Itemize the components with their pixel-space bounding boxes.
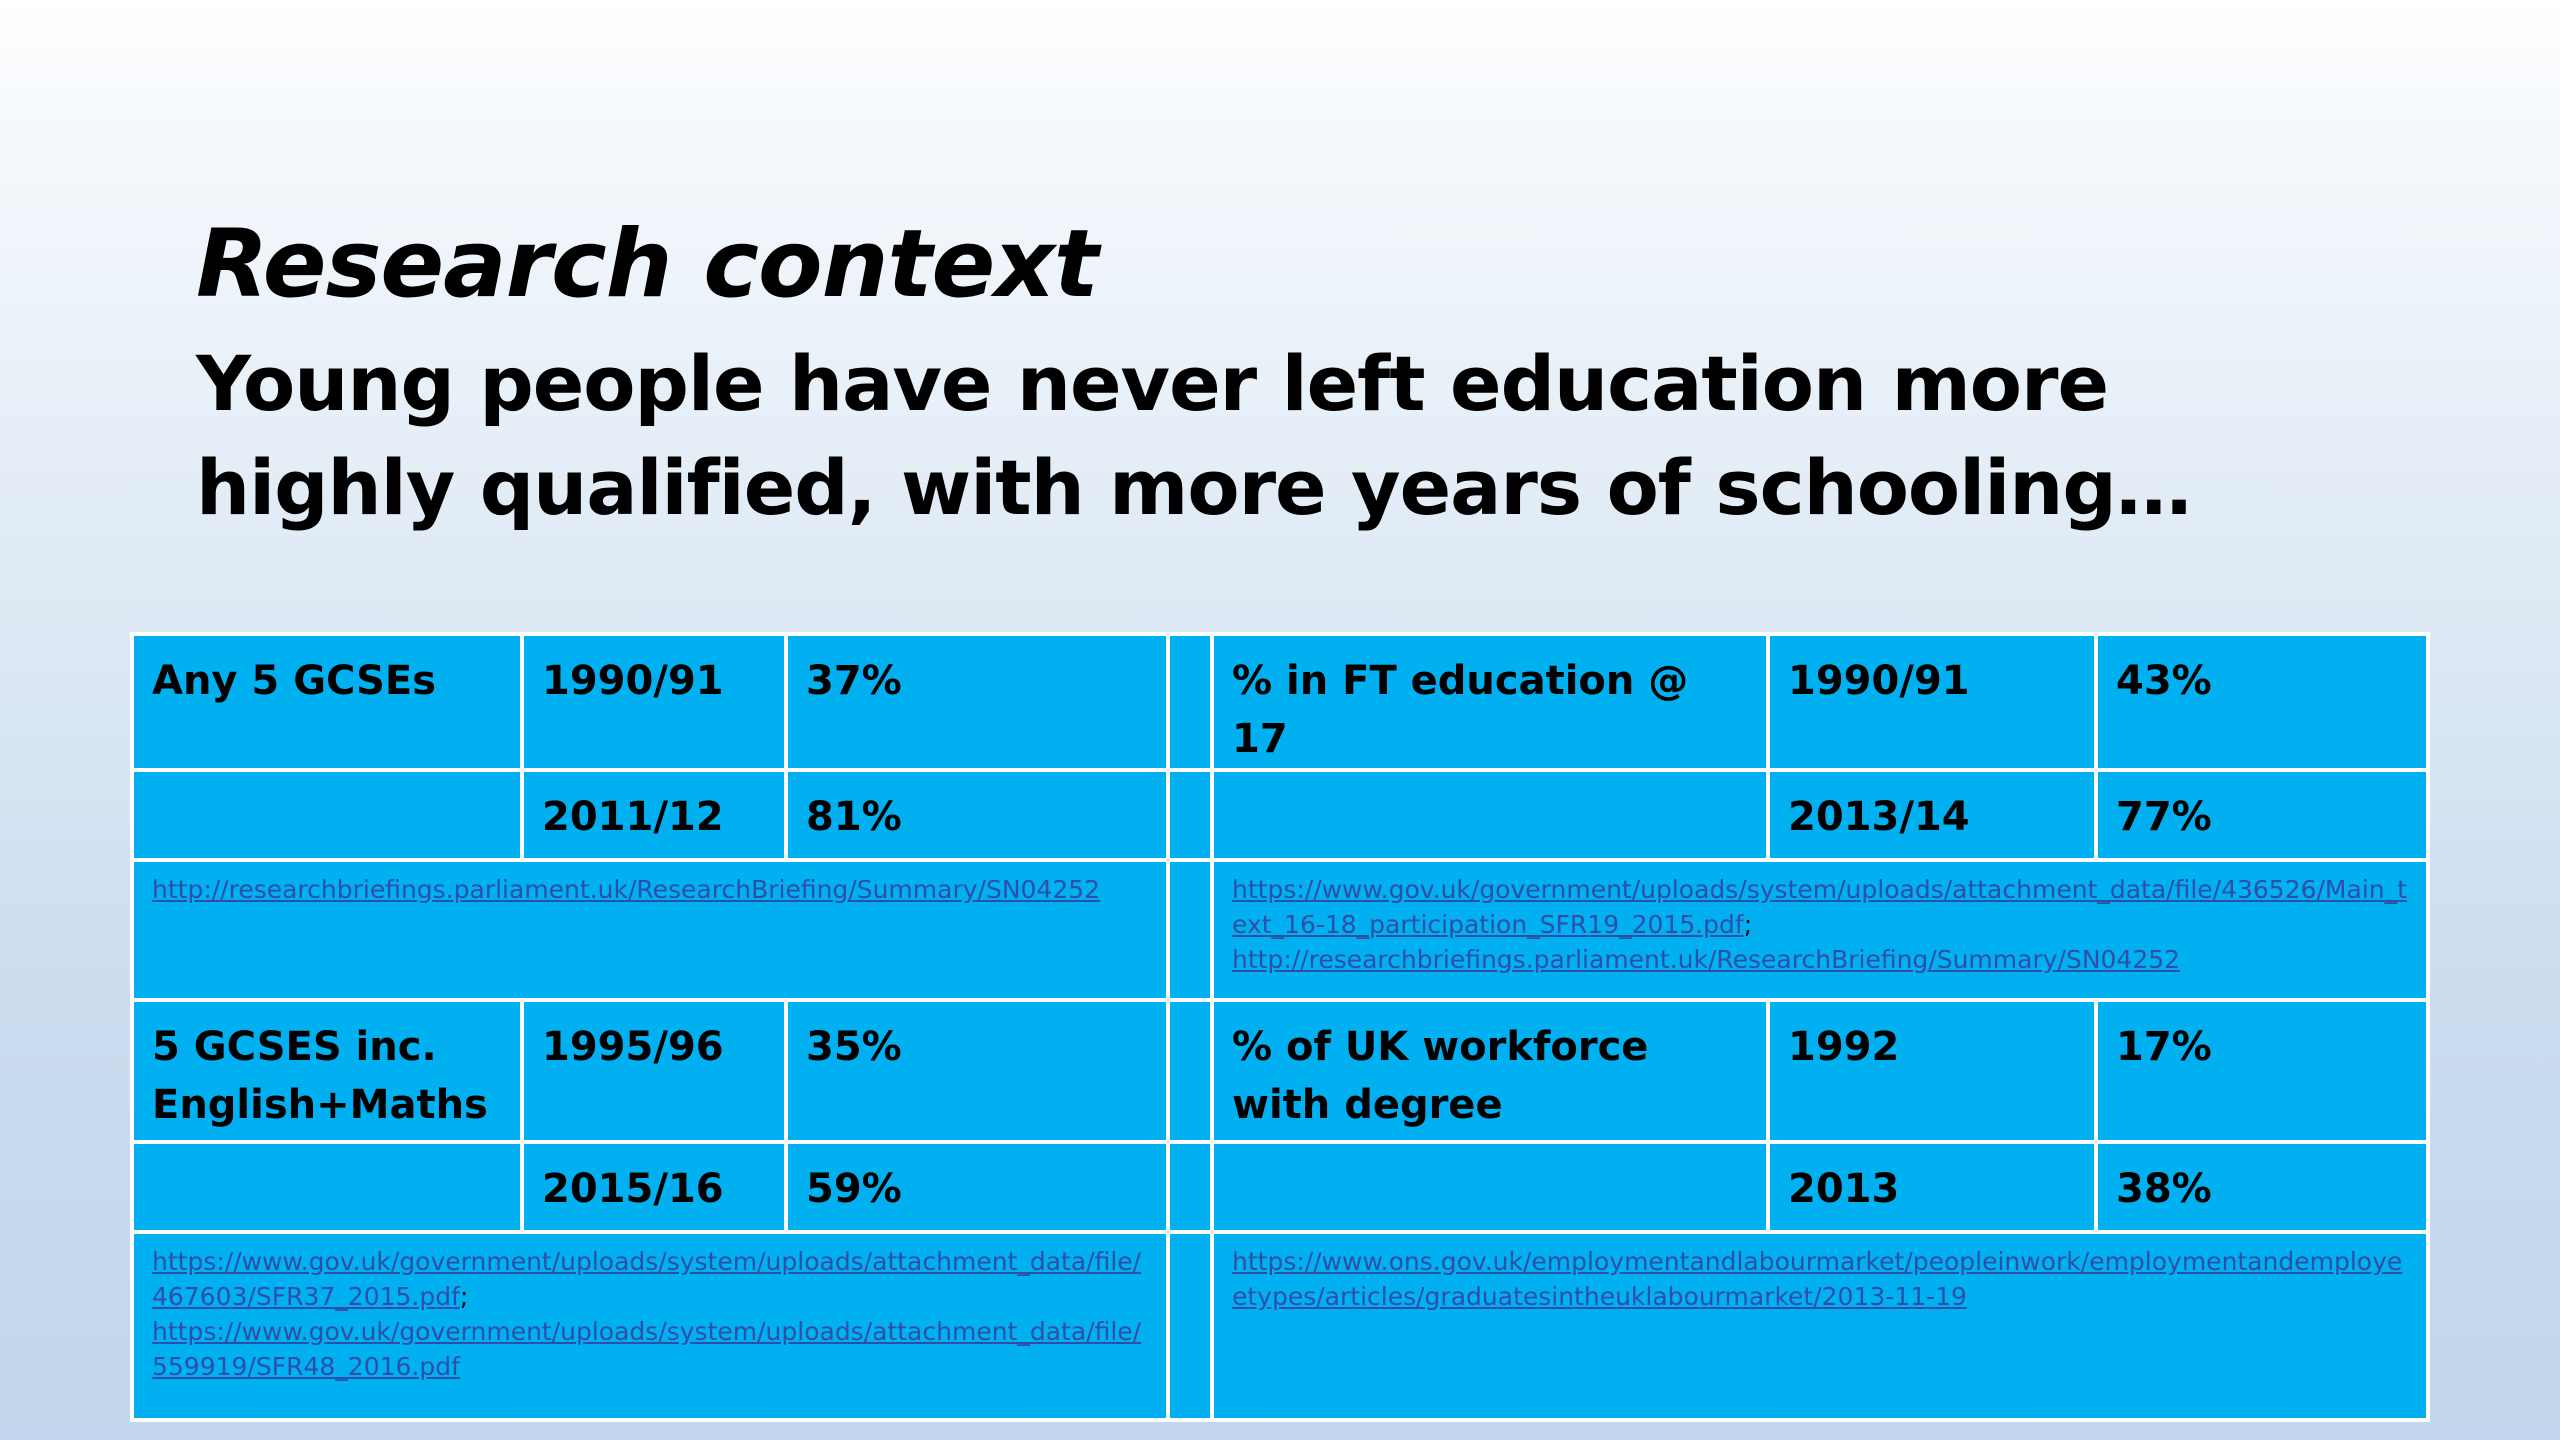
degree-workforce-label: % of UK workforce with degree [1210, 998, 1770, 1144]
table-row: Any 5 GCSEs 1990/91 37% % in FT educatio… [130, 632, 2430, 772]
gcse-eng-maths-year-2: 2015/16 [520, 1140, 788, 1234]
gcse5-sources: http://researchbriefings.parliament.uk/R… [130, 858, 1170, 1002]
source-link[interactable]: http://researchbriefings.parliament.uk/R… [152, 875, 1101, 904]
ft-education-label: % in FT education @ 17 [1210, 632, 1770, 772]
degree-workforce-value-1: 17% [2094, 998, 2430, 1144]
slide-title: Research context [196, 210, 1099, 319]
table-row: 5 GCSES inc. English+Maths 1995/96 35% %… [130, 998, 2430, 1144]
ft-education-value-1: 43% [2094, 632, 2430, 772]
table-row: 2015/16 59% 2013 38% [130, 1140, 2430, 1234]
statistics-table: Any 5 GCSEs 1990/91 37% % in FT educatio… [130, 632, 2430, 1422]
column-gap [1166, 768, 1214, 862]
sources-row: http://researchbriefings.parliament.uk/R… [130, 858, 2430, 1002]
gcse-eng-maths-sources: https://www.gov.uk/government/uploads/sy… [130, 1230, 1170, 1422]
empty-cell [1210, 768, 1770, 862]
source-link[interactable]: https://www.gov.uk/government/uploads/sy… [1232, 875, 2407, 939]
ft-education-year-1: 1990/91 [1766, 632, 2098, 772]
degree-workforce-year-1: 1992 [1766, 998, 2098, 1144]
column-gap [1166, 1140, 1214, 1234]
gcse-eng-maths-year-1: 1995/96 [520, 998, 788, 1144]
sources-row: https://www.gov.uk/government/uploads/sy… [130, 1230, 2430, 1422]
degree-workforce-sources: https://www.ons.gov.uk/employmentandlabo… [1210, 1230, 2430, 1422]
empty-cell [1210, 1140, 1770, 1234]
gcse5-label: Any 5 GCSEs [130, 632, 524, 772]
empty-cell [130, 1140, 524, 1234]
ft-education-sources: https://www.gov.uk/government/uploads/sy… [1210, 858, 2430, 1002]
degree-workforce-value-2: 38% [2094, 1140, 2430, 1234]
gcse-eng-maths-value-2: 59% [784, 1140, 1170, 1234]
ft-education-year-2: 2013/14 [1766, 768, 2098, 862]
degree-workforce-year-2: 2013 [1766, 1140, 2098, 1234]
column-gap [1166, 858, 1214, 1002]
gcse-eng-maths-label: 5 GCSES inc. English+Maths [130, 998, 524, 1144]
source-link[interactable]: http://researchbriefings.parliament.uk/R… [1232, 945, 2181, 974]
gcse-eng-maths-value-1: 35% [784, 998, 1170, 1144]
empty-cell [130, 768, 524, 862]
source-separator: ; [459, 1282, 469, 1311]
source-link[interactable]: https://www.gov.uk/government/uploads/sy… [152, 1317, 1142, 1381]
ft-education-value-2: 77% [2094, 768, 2430, 862]
gcse5-year-1: 1990/91 [520, 632, 788, 772]
column-gap [1166, 632, 1214, 772]
source-link[interactable]: https://www.ons.gov.uk/employmentandlabo… [1232, 1247, 2403, 1311]
slide-subtitle: Young people have never left education m… [196, 339, 2192, 532]
table-row: 2011/12 81% 2013/14 77% [130, 768, 2430, 862]
column-gap [1166, 1230, 1214, 1422]
gcse5-value-1: 37% [784, 632, 1170, 772]
source-separator: ; [1743, 910, 1753, 939]
source-link[interactable]: https://www.gov.uk/government/uploads/sy… [152, 1247, 1142, 1311]
column-gap [1166, 998, 1214, 1144]
gcse5-year-2: 2011/12 [520, 768, 788, 862]
gcse5-value-2: 81% [784, 768, 1170, 862]
